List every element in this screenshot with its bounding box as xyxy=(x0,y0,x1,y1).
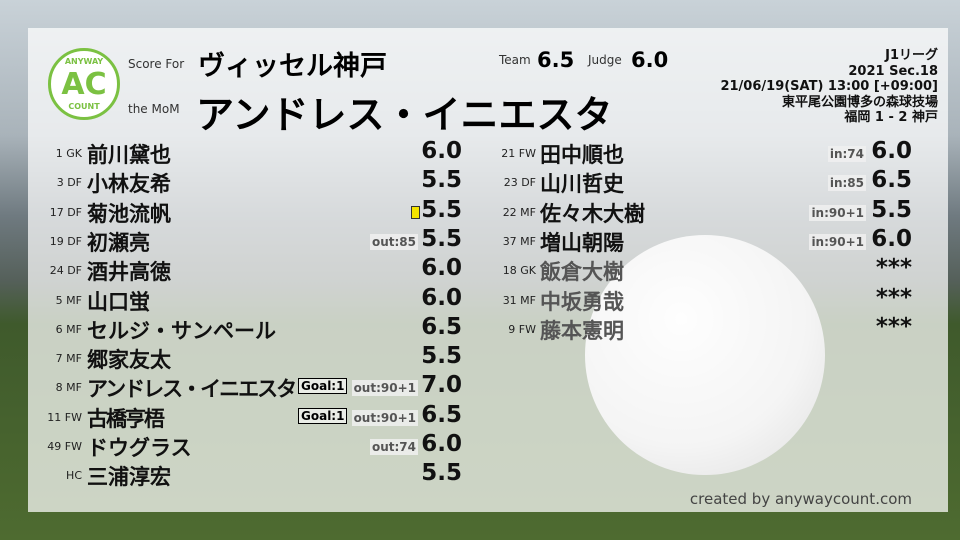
sub-number-position: 23 DF xyxy=(503,176,536,190)
match-result: 福岡 1 - 2 神戸 xyxy=(844,110,938,125)
player-number-position: 19 DF xyxy=(49,234,82,248)
player-name: 古橋亨梧 xyxy=(87,406,165,431)
player-name: 三浦淳宏 xyxy=(87,465,171,490)
sub-score: *** xyxy=(875,313,912,340)
match-info: J1リーグ 2021 Sec.18 21/06/19(SAT) 13:00 [+… xyxy=(720,48,938,126)
player-name: 小林友希 xyxy=(87,172,171,197)
yellow-card-icon xyxy=(411,205,420,219)
player-name: 酒井高徳 xyxy=(87,260,171,285)
player-number-position: HC xyxy=(66,469,82,483)
player-number-position: 5 MF xyxy=(55,293,82,307)
logo-bottom-text: COUNT xyxy=(68,102,100,111)
player-number-position: 7 MF xyxy=(55,352,82,366)
sub-number-position: 22 MF xyxy=(502,205,536,219)
league: J1リーグ xyxy=(885,48,938,63)
player-score: 5.5 xyxy=(421,343,462,370)
venue: 東平尾公園博多の森球技場 xyxy=(781,94,938,110)
substitution-tag: in:90+1 xyxy=(809,233,866,250)
player-number-position: 8 MF xyxy=(55,381,82,395)
sub-score: 6.5 xyxy=(871,167,912,194)
substitution-tag: out:90+1 xyxy=(351,380,418,397)
team-name: ヴィッセル神戸 xyxy=(198,51,387,82)
substitution-tag: in:74 xyxy=(827,146,866,162)
player-score: 6.5 xyxy=(421,313,462,340)
substitution-tag: out:90+1 xyxy=(351,409,418,426)
player-score: 6.5 xyxy=(421,401,462,428)
sub-name: 増山朝陽 xyxy=(540,230,624,255)
player-name: ドウグラス xyxy=(87,436,192,460)
player-name: アンドレス・イニエスタ xyxy=(87,377,297,402)
player-score: 5.5 xyxy=(421,196,462,223)
substitution-tag: in:85 xyxy=(827,175,866,192)
sub-number-position: 9 FW xyxy=(508,322,536,336)
player-score: 7.0 xyxy=(421,372,462,399)
match-datetime: 21/06/19(SAT) 13:00 [+09:00] xyxy=(720,79,938,94)
sub-score: *** xyxy=(875,255,912,282)
sub-name: 飯倉大樹 xyxy=(540,260,624,285)
player-number-position: 1 GK xyxy=(55,147,82,160)
sub-name: 藤本憲明 xyxy=(540,318,624,343)
sub-score: 5.5 xyxy=(871,196,912,223)
player-number-position: 11 FW xyxy=(47,410,82,424)
sub-name: 田中順也 xyxy=(540,143,624,167)
mom-name: アンドレス・イニエスタ xyxy=(196,93,613,137)
team-score: 6.5 xyxy=(537,48,575,72)
player-score: 6.0 xyxy=(421,284,462,311)
sub-score: *** xyxy=(875,284,912,311)
section: 2021 Sec.18 xyxy=(848,63,938,79)
substitution-tag: in:90+1 xyxy=(809,204,866,221)
anywaycount-logo: ANYWAY AC COUNT xyxy=(48,48,120,120)
sub-name: 中坂勇哉 xyxy=(540,289,624,314)
score-for-label: Score For xyxy=(128,57,185,71)
player-number-position: 6 MF xyxy=(55,322,82,336)
player-score: 5.5 xyxy=(421,460,462,487)
judge-score: 6.0 xyxy=(631,48,669,72)
sub-number-position: 21 FW xyxy=(501,147,536,160)
player-score: 6.0 xyxy=(421,255,462,282)
judge-score-label: Judge xyxy=(588,53,622,67)
sub-score: 6.0 xyxy=(871,225,912,252)
logo-top-text: ANYWAY xyxy=(64,57,104,66)
player-score: 5.5 xyxy=(421,167,462,194)
player-name: 菊池流帆 xyxy=(87,201,171,226)
sub-name: 山川哲史 xyxy=(540,172,624,197)
player-score: 6.0 xyxy=(421,138,462,164)
substitution-tag: out:85 xyxy=(369,233,418,250)
player-name: 郷家友太 xyxy=(87,348,171,373)
sub-number-position: 37 MF xyxy=(502,234,536,248)
player-number-position: 49 FW xyxy=(47,440,82,453)
player-score: 5.5 xyxy=(421,225,462,252)
player-score: 6.0 xyxy=(421,431,462,457)
player-number-position: 17 DF xyxy=(49,205,82,219)
player-name: セルジ・サンペール xyxy=(87,318,276,343)
substitution-tag: out:74 xyxy=(369,439,418,455)
player-name: 山口蛍 xyxy=(87,289,150,314)
goal-badge: Goal:1 xyxy=(298,407,348,424)
sub-name: 佐々木大樹 xyxy=(540,201,645,226)
team-score-label: Team xyxy=(499,53,531,67)
sub-number-position: 18 GK xyxy=(502,264,536,278)
player-name: 初瀬亮 xyxy=(87,230,150,255)
score-panel xyxy=(28,28,948,512)
player-number-position: 3 DF xyxy=(56,176,82,190)
credit: created by anywaycount.com xyxy=(689,490,912,508)
player-name: 前川黛也 xyxy=(87,143,171,167)
sub-score: 6.0 xyxy=(871,138,912,164)
goal-badge: Goal:1 xyxy=(298,378,348,395)
sub-number-position: 31 MF xyxy=(502,293,536,307)
player-number-position: 24 DF xyxy=(49,264,82,278)
logo-mid-text: AC xyxy=(61,66,107,102)
mom-label: the MoM xyxy=(128,102,180,116)
